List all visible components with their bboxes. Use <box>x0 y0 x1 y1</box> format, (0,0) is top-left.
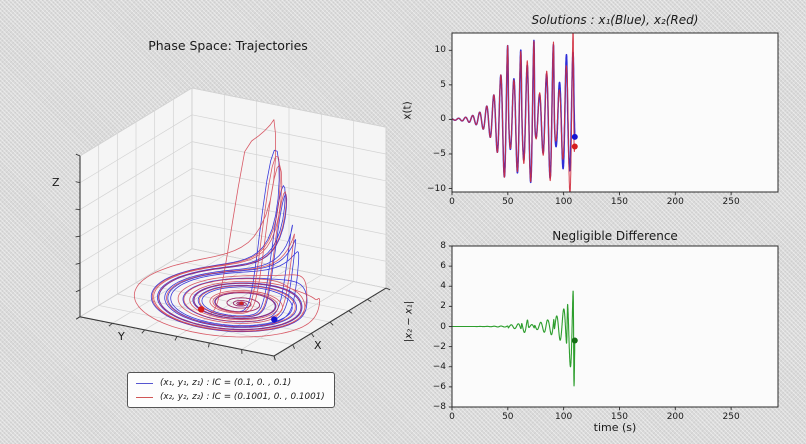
floor-gridline <box>191 248 387 289</box>
x-axis-tick <box>310 333 315 338</box>
solutions-xtick-label: 150 <box>610 197 629 207</box>
z-axis-tick <box>75 153 81 157</box>
legend-line-x2 <box>136 396 153 398</box>
y-axis-tick <box>141 329 146 334</box>
difference-xtick-label: 50 <box>502 412 514 422</box>
difference-ytick-label: 6 <box>440 261 446 272</box>
solutions-xtick-label: 200 <box>666 197 684 207</box>
right-wall-gridline <box>191 114 387 155</box>
difference-xtick-label: 150 <box>610 412 629 422</box>
legend-item-x1: (x₁, y₁, z₁) : IC = (0.1, 0. , 0.1) <box>136 378 325 388</box>
phase-3d-axes <box>75 87 391 361</box>
solutions-ytick-label: 5 <box>440 79 446 90</box>
solutions-xtick-label: 100 <box>555 197 573 207</box>
left-wall-gridline <box>79 87 193 157</box>
z-axis-tick <box>75 181 81 184</box>
solutions-ytick-label: −5 <box>432 148 446 159</box>
solutions-frame <box>451 32 779 193</box>
x-axis-tick <box>292 344 296 349</box>
difference-plot-area <box>452 290 578 387</box>
difference-xtick-label: 0 <box>449 412 455 422</box>
difference-ytick-label: −4 <box>432 361 446 372</box>
trajectory-x1-end-marker <box>271 316 278 323</box>
legend-label-x2: (x₂, y₂, z₂) : IC = (0.1001, 0. , 0.1001… <box>160 392 325 402</box>
x-axis-tick <box>329 321 334 326</box>
difference-xtick-label: 200 <box>666 412 684 422</box>
phase-legend: (x₁, y₁, z₁) : IC = (0.1, 0. , 0.1) (x₂,… <box>127 372 335 408</box>
difference-ytick-label: 8 <box>440 241 446 251</box>
x2-line <box>452 33 576 192</box>
solutions-ytick-label: 10 <box>434 45 446 56</box>
difference-ytick-label: 0 <box>440 321 446 332</box>
phase-plot-title: Phase Space: Trajectories <box>148 38 308 53</box>
left-wall-gridline <box>79 114 193 184</box>
legend-label-x1: (x₁, y₁, z₁) : IC = (0.1, 0. , 0.1) <box>160 378 292 388</box>
difference-end-marker <box>571 337 578 344</box>
trajectory-x2-end-marker <box>198 306 205 313</box>
difference-xtick-label: 250 <box>722 412 740 422</box>
difference-plot-title: Negligible Difference <box>552 229 678 243</box>
z-axis-label: Z <box>52 176 60 189</box>
difference-xlabel: time (s) <box>593 421 637 434</box>
x-axis-tick <box>367 298 372 303</box>
x-axis-tick <box>385 287 391 291</box>
solutions-plot-area <box>452 33 578 192</box>
y-axis-tick <box>208 342 210 348</box>
x-axis-label: X <box>314 339 322 352</box>
trajectory-x2 <box>133 119 321 338</box>
difference-line <box>452 290 576 387</box>
solutions-xtick-label: 50 <box>502 197 514 207</box>
right-wall-gridline <box>191 87 387 128</box>
solutions-ytick-label: 0 <box>440 114 446 125</box>
solutions-ytick-label: −10 <box>427 183 446 194</box>
difference-ytick-label: 4 <box>440 281 446 292</box>
solutions-ylabel: x(t) <box>401 101 414 120</box>
y-axis-label: Y <box>118 330 125 343</box>
z-axis-tick <box>75 262 81 265</box>
x-axis-tick <box>348 310 353 314</box>
solutions-plot-title: Solutions : x₁(Blue), x₂(Red) <box>531 13 699 27</box>
legend-item-x2: (x₂, y₂, z₂) : IC = (0.1001, 0. , 0.1001… <box>136 392 325 402</box>
legend-line-x1 <box>136 382 153 384</box>
difference-xtick-label: 100 <box>555 412 573 422</box>
difference-ytick-label: −2 <box>432 341 446 352</box>
solutions-xtick-label: 250 <box>722 197 740 207</box>
z-axis-tick <box>75 289 81 293</box>
y-axis-tick <box>174 336 178 341</box>
x-axis-tick <box>273 355 276 361</box>
start-marker <box>239 301 244 305</box>
y-axis-tick <box>108 322 113 327</box>
difference-ytick-label: −8 <box>432 402 446 412</box>
difference-ytick-label: 2 <box>440 301 446 312</box>
x1-end-marker <box>571 133 578 140</box>
x2-end-marker <box>571 143 578 150</box>
z-axis-tick <box>75 316 81 320</box>
difference-ytick-label: −6 <box>432 381 446 392</box>
solutions-bg <box>452 33 778 192</box>
solutions-xtick-label: 0 <box>449 197 455 207</box>
